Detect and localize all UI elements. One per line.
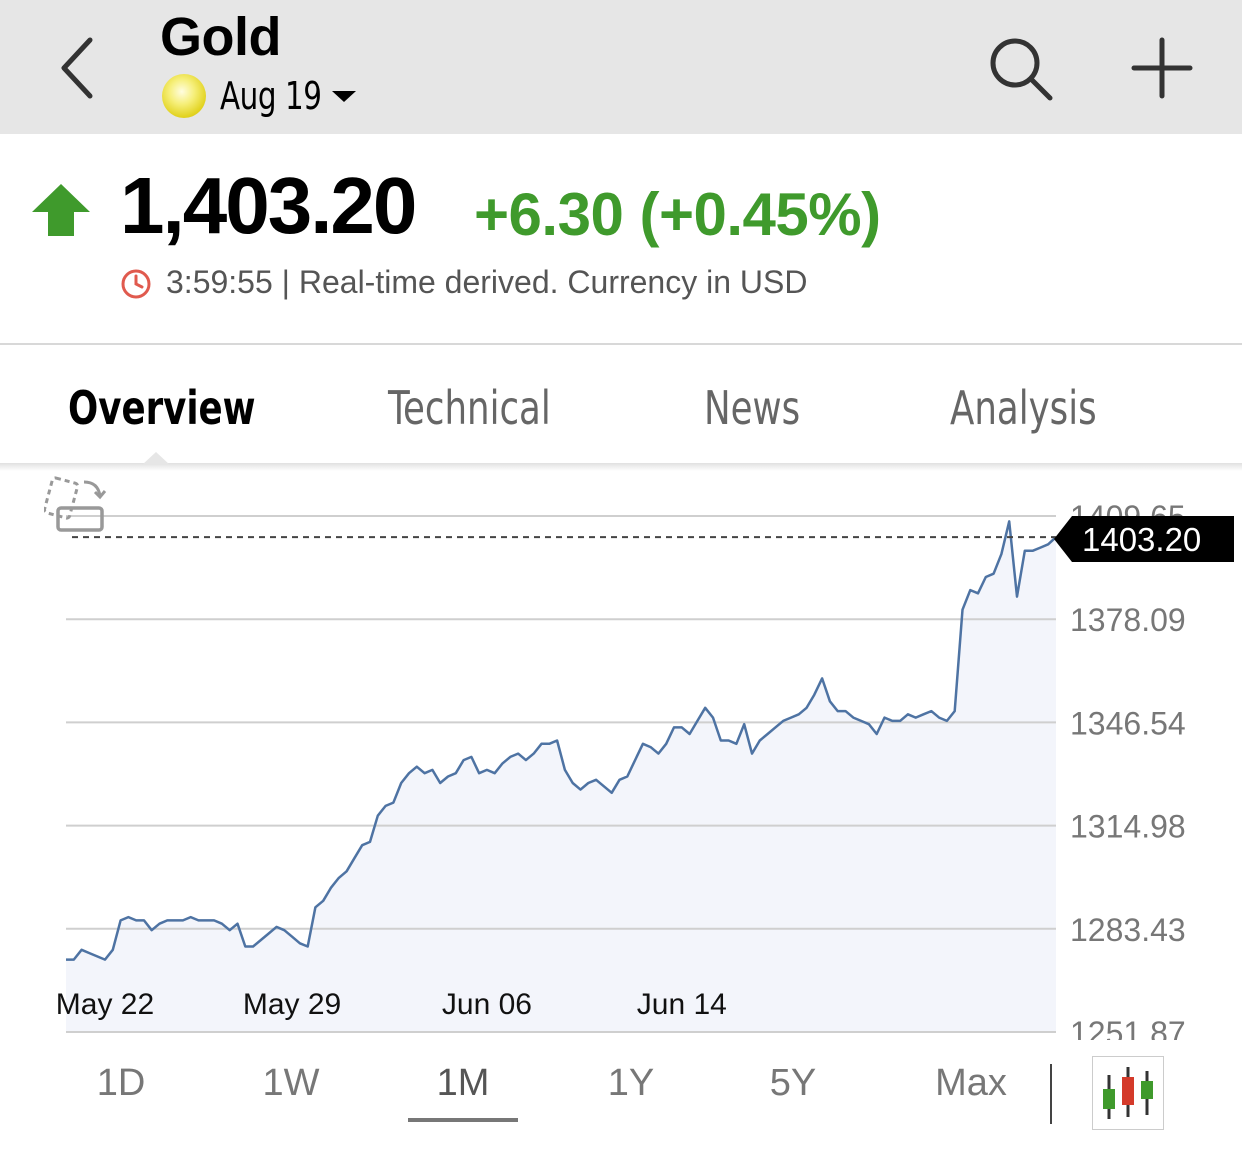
back-button[interactable] (52, 30, 112, 106)
section-tabs: Overview Technical News Analysis (0, 345, 1242, 465)
current-price-label: 1403.20 (1082, 521, 1202, 558)
price-line (66, 520, 1057, 961)
quote-status-text: 3:59:55 | Real-time derived. Currency in… (166, 264, 808, 300)
y-tick-label: 1251.87 (1070, 1015, 1186, 1040)
price-area-fill (66, 521, 1056, 1032)
plus-icon (1131, 37, 1193, 99)
y-tick-label: 1283.43 (1070, 912, 1186, 948)
range-1m[interactable]: 1M (436, 1062, 490, 1104)
up-arrow-icon (32, 184, 90, 236)
price-tag-shape (1054, 516, 1234, 562)
y-tick-label: 1314.98 (1070, 809, 1186, 845)
clock-icon (121, 269, 151, 299)
add-to-watchlist-button[interactable] (1130, 36, 1194, 100)
x-tick-label: Jun 14 (637, 988, 727, 1021)
range-1d[interactable]: 1D (96, 1062, 146, 1104)
tab-news[interactable]: News (704, 381, 801, 435)
y-tick-label: 1346.54 (1070, 705, 1186, 741)
rotate-screen-icon (42, 476, 107, 532)
x-tick-label: Jun 06 (442, 988, 532, 1021)
rotate-screen-button[interactable] (42, 474, 108, 534)
range-5y[interactable]: 5Y (769, 1062, 817, 1104)
top-navigation-bar: Gold Aug 19 (0, 0, 1242, 134)
candlestick-icon (1103, 1067, 1153, 1119)
tabs-shadow (0, 463, 1242, 471)
search-button[interactable] (988, 36, 1054, 102)
range-1y[interactable]: 1Y (607, 1062, 655, 1104)
active-range-underline (408, 1118, 518, 1122)
time-range-selector: 1D 1W 1M 1Y 5Y Max (0, 1040, 1242, 1154)
contract-selector[interactable]: Aug 19 (162, 74, 357, 118)
range-1w[interactable]: 1W (262, 1062, 320, 1104)
instrument-title: Gold (160, 7, 281, 67)
range-max[interactable]: Max (935, 1062, 1007, 1104)
tab-overview[interactable]: Overview (68, 381, 256, 435)
active-tab-pointer (142, 452, 170, 465)
contract-label: Aug 19 (220, 74, 322, 118)
tab-technical[interactable]: Technical (388, 381, 551, 435)
last-price: 1,403.20 (120, 161, 417, 250)
x-tick-label: May 29 (243, 988, 341, 1021)
caret-down-icon (332, 90, 357, 102)
chevron-left-icon (61, 37, 93, 99)
tab-analysis[interactable]: Analysis (950, 381, 1097, 435)
x-tick-label: May 22 (56, 988, 154, 1021)
price-change: +6.30 (+0.45%) (474, 181, 881, 248)
gold-coin-icon (162, 74, 206, 118)
current-price-tag: 1403.20 (1054, 516, 1234, 562)
price-chart[interactable]: 1409.651378.091346.541314.981283.431251.… (0, 470, 1242, 1040)
divider (0, 343, 1242, 345)
search-icon (990, 38, 1053, 101)
range-separator (1050, 1064, 1052, 1124)
chart-type-button[interactable] (1092, 1056, 1164, 1130)
y-tick-label: 1378.09 (1070, 602, 1186, 638)
